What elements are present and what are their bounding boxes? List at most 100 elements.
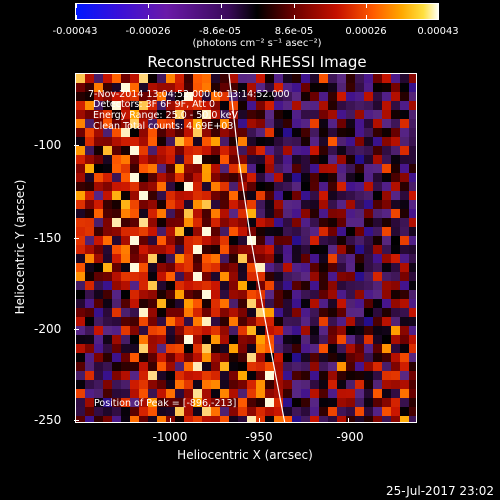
image-pixel [202,380,211,389]
image-pixel [382,416,391,422]
image-pixel [202,407,211,416]
image-pixel [400,263,409,272]
plot-title: Reconstructed RHESSI Image [147,53,367,71]
image-pixel [409,416,416,422]
image-pixel [229,407,238,416]
image-pixel [94,119,103,128]
image-pixel [310,254,319,263]
image-pixel [202,173,211,182]
image-pixel [310,263,319,272]
image-pixel [292,164,301,173]
image-pixel [184,371,193,380]
image-pixel [112,92,121,101]
image-pixel [202,155,211,164]
image-pixel [373,380,382,389]
image-pixel [193,335,202,344]
image-pixel [319,353,328,362]
image-pixel [328,128,337,137]
image-pixel [184,416,193,422]
image-pixel [283,119,292,128]
image-pixel [283,290,292,299]
image-pixel [139,245,148,254]
image-pixel [202,218,211,227]
image-pixel [319,119,328,128]
image-pixel [301,389,310,398]
image-pixel [319,335,328,344]
image-pixel [355,218,364,227]
image-pixel [148,416,157,422]
image-pixel [184,182,193,191]
image-pixel [139,362,148,371]
image-pixel [238,326,247,335]
image-pixel [409,182,416,191]
image-pixel [166,371,175,380]
image-pixel [346,263,355,272]
image-pixel [328,299,337,308]
image-pixel [220,326,229,335]
image-pixel [364,398,373,407]
image-pixel [337,335,346,344]
image-pixel [373,272,382,281]
image-pixel [184,272,193,281]
image-pixel [391,317,400,326]
image-pixel [301,128,310,137]
image-pixel [373,155,382,164]
image-pixel [157,119,166,128]
image-pixel [175,317,184,326]
image-pixel [355,389,364,398]
image-pixel [292,110,301,119]
image-pixel [211,155,220,164]
image-pixel [328,245,337,254]
image-pixel [130,263,139,272]
image-pixel [121,128,130,137]
image-pixel [256,362,265,371]
image-pixel [409,200,416,209]
image-pixel [400,272,409,281]
image-pixel [382,200,391,209]
image-pixel [355,335,364,344]
image-pixel [175,308,184,317]
image-pixel [391,218,400,227]
image-pixel [157,416,166,422]
image-pixel [157,236,166,245]
image-pixel [283,254,292,263]
image-pixel [103,218,112,227]
image-pixel [355,83,364,92]
image-pixel [211,344,220,353]
image-pixel [211,308,220,317]
image-pixel [103,326,112,335]
image-pixel [175,182,184,191]
image-pixel [139,92,148,101]
image-pixel [76,137,85,146]
image-pixel [193,182,202,191]
image-pixel [265,245,274,254]
image-pixel [310,110,319,119]
image-pixel [166,407,175,416]
image-pixel [103,236,112,245]
image-pixel [346,389,355,398]
image-pixel [382,398,391,407]
image-pixel [409,146,416,155]
image-pixel [193,173,202,182]
image-pixel [193,344,202,353]
image-pixel [256,254,265,263]
image-pixel [103,74,112,83]
image-pixel [157,173,166,182]
image-pixel [391,344,400,353]
image-pixel [103,92,112,101]
image-pixel [310,182,319,191]
image-pixel [175,371,184,380]
image-pixel [274,74,283,83]
image-pixel [319,155,328,164]
image-pixel [265,200,274,209]
image-pixel [337,398,346,407]
image-pixel [103,155,112,164]
image-pixel [184,407,193,416]
image-pixel [364,290,373,299]
image-pixel [355,236,364,245]
image-pixel [310,164,319,173]
image-pixel [220,92,229,101]
image-pixel [382,272,391,281]
image-pixel [328,416,337,422]
image-pixel [301,236,310,245]
